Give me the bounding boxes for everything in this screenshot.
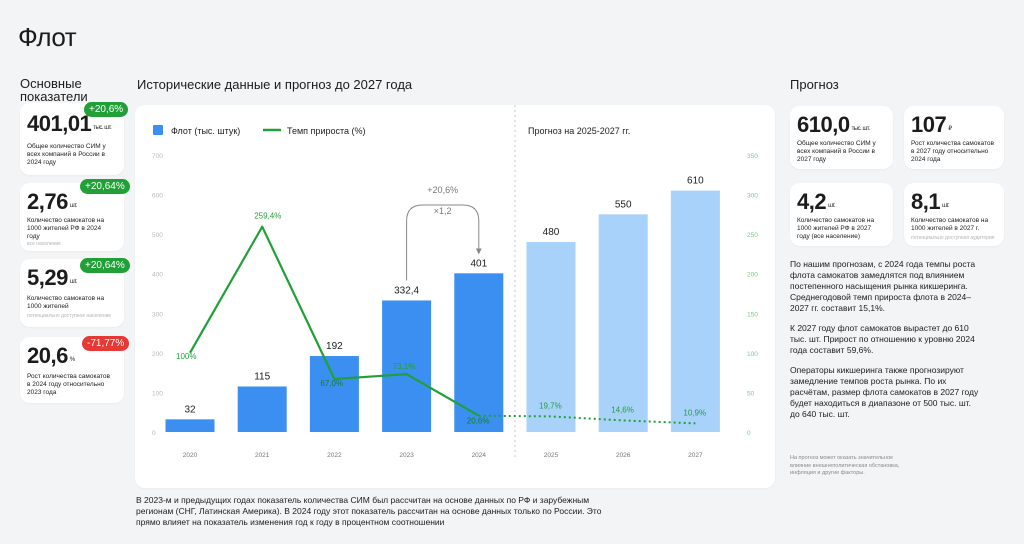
growth-label: 73,1% (393, 362, 416, 371)
kpi-value: 4,2 шт. (797, 189, 836, 214)
x-tick: 2023 (399, 452, 414, 459)
kpi-card-fleet-2024: 401,01 тыс. шт. +20,6% Общее количество С… (20, 102, 129, 175)
growth-label: 14,6% (611, 405, 634, 414)
y-right-tick: 0 (747, 430, 751, 437)
y-left-tick: 500 (152, 232, 163, 239)
forecast-paragraph-2: К 2027 году флот самокатов вырастет до 6… (790, 323, 975, 355)
legend-fleet-label: Флот (тыс. штук) (171, 126, 240, 136)
kpi-description: Общее количество СИМ у всех компаний в Р… (797, 140, 876, 163)
bar-label: 401 (470, 258, 487, 269)
left-section-title: Основные показатели (20, 76, 88, 104)
y-right-tick: 50 (747, 390, 755, 397)
kpi-value: 107 ₽ (911, 112, 952, 137)
kpi-value: 8,1 шт. (911, 189, 950, 214)
y-left-tick: 200 (152, 351, 163, 358)
y-right-tick: 250 (747, 232, 758, 239)
kpi-description: Количество самокатов на 1000 жителей РФ … (27, 217, 105, 240)
fleet-chart: Флот (тыс. штук) Темп прироста (%) Прогн… (152, 105, 758, 460)
forecast-paragraph-3: Операторы кикшеринга также прогнозируют … (790, 365, 979, 419)
kpi-description: Количество самокатов на 1000 жителей РФ … (797, 217, 875, 240)
kpi-value: 2,76 шт. (27, 189, 77, 214)
kpi-description: Рост количества самокатов в 2024 году от… (27, 373, 110, 396)
growth-label: 20,6% (467, 417, 490, 426)
y-right-tick: 150 (747, 311, 758, 318)
y-left-tick: 0 (152, 430, 156, 437)
x-tick: 2021 (255, 452, 270, 459)
forecast-card-per-1000-potential: 8,1 шт. Количество самокатов на 1000 жите… (904, 183, 1004, 246)
kpi-badge: +20,64% (80, 179, 130, 194)
bar-label: 115 (254, 371, 270, 382)
bar-2025 (526, 242, 576, 432)
growth-arrow (406, 204, 482, 281)
growth-label: 259,4% (254, 212, 281, 221)
growth-line-forecast (478, 414, 696, 425)
y-left-tick: 300 (152, 311, 163, 318)
y-left-tick: 700 (152, 153, 163, 160)
growth-line (189, 225, 480, 417)
footnote: В 2023-м и предыдущих годах показатель к… (136, 495, 602, 527)
bar-2020 (165, 419, 215, 432)
growth-label: 100% (176, 352, 196, 361)
y-left-tick: 100 (152, 390, 163, 397)
x-tick: 2026 (616, 452, 631, 459)
bar-2026 (598, 214, 648, 432)
chart-section-title: Исторические данные и прогноз до 2027 го… (137, 77, 413, 92)
bar-label: 480 (543, 227, 560, 238)
forecast-card-fleet-2027: 610,0 тыс. шт. Общее количество СИМ у все… (790, 106, 893, 169)
kpi-description: Общее количество СИМ у всех компаний в Р… (27, 143, 106, 166)
x-tick: 2024 (472, 452, 487, 459)
bar-2021 (237, 386, 287, 432)
y-right-tick: 100 (747, 351, 758, 358)
y-right-tick: 300 (747, 193, 758, 200)
kpi-value: 5,29 шт. (27, 265, 77, 290)
bar-label: 192 (326, 341, 343, 352)
kpi-badge: -71,77% (82, 336, 130, 351)
bar-label: 610 (687, 176, 704, 187)
forecast-paragraph-1: По нашим прогнозам, с 2024 года темпы ро… (790, 259, 976, 313)
kpi-card-per-1000: 2,76 шт. +20,64% Количество самокатов на … (20, 179, 130, 251)
x-tick: 2027 (688, 452, 703, 459)
x-tick: 2020 (183, 452, 198, 459)
legend-fleet-swatch (153, 125, 163, 135)
bar-label: 32 (184, 404, 196, 415)
legend-growth-label: Темп прироста (%) (287, 126, 366, 136)
kpi-description: Количество самокатов на 1000 жителей (27, 295, 105, 310)
bar-2022 (309, 356, 359, 432)
kpi-badge: +20,64% (80, 258, 130, 273)
x-tick: 2022 (327, 452, 342, 459)
kpi-value: 610,0 тыс. шт. (797, 112, 870, 137)
growth-label: 67,0% (320, 379, 343, 388)
growth-label: 19,7% (539, 401, 562, 410)
forecast-label: Прогноз на 2025-2027 гг. (528, 126, 630, 136)
annotation-multiplier: ×1,2 (434, 206, 452, 216)
disclaimer: На прогноз может оказать значительное вл… (790, 455, 900, 476)
annotation-percent: +20,6% (427, 185, 458, 195)
bar-2027 (670, 190, 720, 432)
y-right-tick: 200 (747, 272, 758, 279)
kpi-description: Рост количества самокатов в 2027 году от… (911, 140, 994, 163)
kpi-description: Количество самокатов на 1000 жителей в 2… (911, 217, 989, 232)
forecast-card-growth-2027: 107 ₽ Рост количества самокатов в 2027 го… (904, 106, 1004, 169)
growth-label: 10,9% (683, 408, 706, 417)
kpi-note: все население (27, 241, 61, 247)
kpi-note: потенциально доступная аудитория (911, 235, 995, 241)
y-left-tick: 400 (152, 272, 163, 279)
bar-label: 550 (615, 199, 632, 210)
x-tick: 2025 (544, 452, 559, 459)
kpi-note: потенциально доступное население (27, 313, 112, 319)
y-right-tick: 350 (747, 153, 758, 160)
kpi-value: 401,01 тыс. шт. (27, 111, 112, 136)
page-title: Флот (18, 22, 77, 52)
bar-label: 332,4 (394, 285, 419, 296)
bar-2024 (454, 273, 504, 432)
forecast-section-title: Прогноз (790, 77, 839, 92)
kpi-card-per-1000-potential: 5,29 шт. +20,64% Количество самокатов на … (20, 258, 130, 327)
bar-2023 (382, 300, 432, 432)
kpi-value: 20,6% (27, 343, 75, 368)
kpi-card-growth-2024: 20,6% -71,77% Рост количества самокатов … (20, 336, 130, 403)
kpi-badge: +20,6% (84, 102, 129, 117)
chart-card: Флот (тыс. штук) Темп прироста (%) Прогн… (135, 105, 775, 488)
forecast-card-per-1000-all: 4,2 шт. Количество самокатов на 1000 жите… (790, 183, 893, 246)
y-left-tick: 600 (152, 193, 163, 200)
